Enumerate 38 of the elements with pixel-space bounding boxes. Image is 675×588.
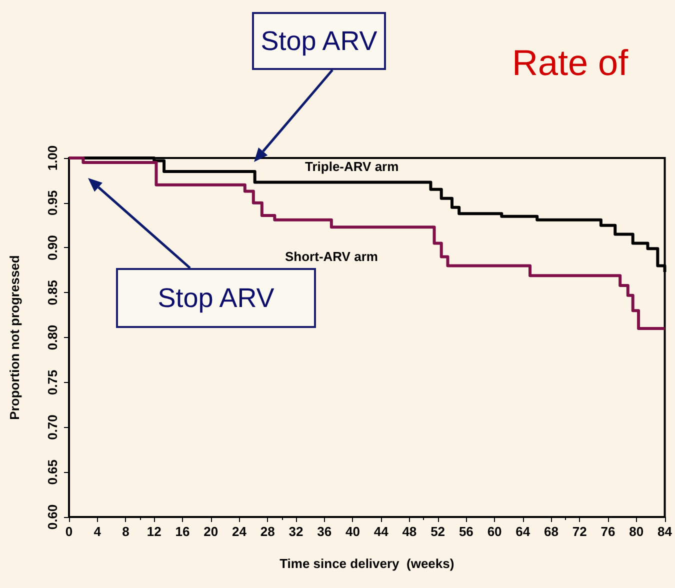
chart-title: Rate of [512, 42, 628, 84]
x-tick-label: 4 [94, 524, 102, 539]
y-tick-label: 0.75 [45, 370, 60, 396]
y-tick-label: 0.70 [45, 414, 60, 440]
x-tick-label: 0 [65, 524, 73, 539]
series-label: Short-ARV arm [285, 249, 378, 264]
x-tick-label: 52 [430, 524, 446, 539]
x-tick-label: 64 [516, 524, 531, 539]
x-tick-label: 80 [629, 524, 644, 539]
y-tick-label: 0.85 [45, 280, 60, 306]
x-tick-label: 84 [658, 524, 673, 539]
x-tick-label: 20 [204, 524, 218, 539]
x-tick-label: 44 [374, 524, 390, 539]
y-tick-label: 0.80 [45, 324, 60, 350]
x-axis-title: Time since delivery (weeks) [280, 556, 454, 571]
x-tick-label: 60 [487, 524, 502, 539]
x-tick-label: 32 [288, 524, 304, 539]
series-label: Triple-ARV arm [305, 159, 399, 174]
y-axis-title: Proportion not progressed [7, 255, 22, 420]
x-tick-label: 56 [458, 524, 474, 539]
x-tick-label: 24 [232, 524, 248, 539]
y-tick-label: 1.00 [45, 145, 60, 171]
y-tick-label: 0.90 [45, 235, 60, 260]
x-tick-label: 68 [544, 524, 559, 539]
x-tick-label: 76 [600, 524, 616, 539]
y-tick-label: 0.95 [45, 190, 60, 216]
y-tick-label: 0.65 [45, 459, 60, 485]
y-tick-label: 0.60 [45, 504, 60, 530]
x-tick-label: 12 [146, 524, 162, 539]
x-tick-label: 8 [122, 524, 130, 539]
x-tick-label: 16 [175, 524, 190, 539]
x-tick-label: 40 [345, 524, 360, 539]
x-tick-label: 28 [260, 524, 275, 539]
x-tick-label: 48 [402, 524, 417, 539]
x-tick-label: 36 [317, 524, 332, 539]
annotation: Stop ARV [116, 268, 316, 328]
text: Stop ARV [252, 12, 386, 70]
x-tick-label: 72 [572, 524, 587, 539]
